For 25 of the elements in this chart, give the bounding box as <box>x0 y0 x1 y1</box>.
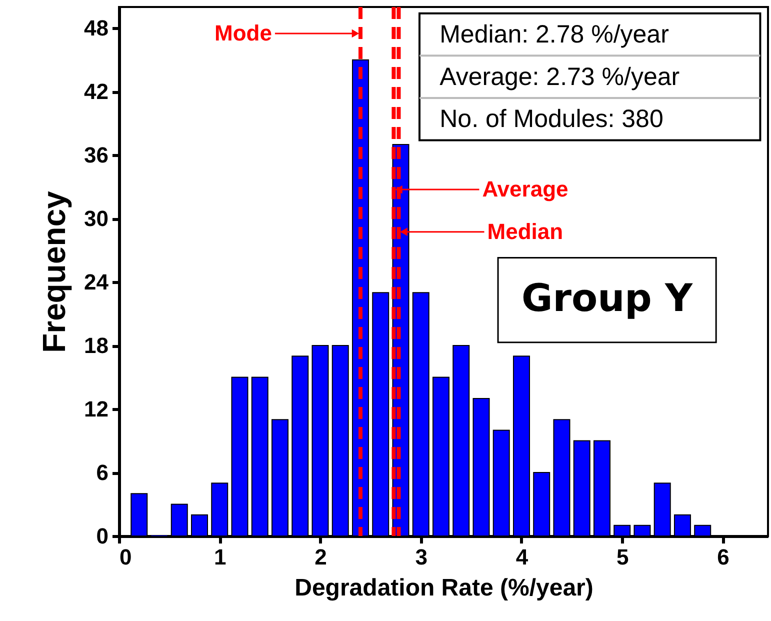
y-tick-label: 36 <box>84 142 108 168</box>
annotation: Median: 2.78 %/year <box>440 20 669 49</box>
x-tick-label: 5 <box>616 544 629 570</box>
x-tick-label: 2 <box>314 544 327 570</box>
ref-line-label: Average <box>482 176 568 202</box>
y-tick-label: 12 <box>84 396 108 422</box>
y-tick-label: 42 <box>84 79 108 104</box>
y-tick-label: 0 <box>96 524 108 548</box>
x-tick-label: 1 <box>214 544 226 570</box>
y-tick-label: 30 <box>84 206 108 232</box>
x-tick-label: 3 <box>415 544 428 570</box>
y-tick-label: 18 <box>84 333 108 358</box>
y-tick-label: 24 <box>84 270 110 295</box>
x-tick-label: 6 <box>717 544 730 570</box>
y-axis-title: Frequency <box>36 190 72 353</box>
ref-line-label: Mode <box>214 20 272 46</box>
annotation: Group Y <box>522 276 694 320</box>
annotation: Average: 2.73 %/year <box>440 62 680 91</box>
x-tick-label: 4 <box>516 544 529 570</box>
annotation: No. of Modules: 380 <box>440 105 664 134</box>
x-axis-title: Degradation Rate (%/year) <box>294 574 594 602</box>
ref-line-label: Median <box>487 218 564 244</box>
y-tick-label: 6 <box>96 460 108 486</box>
y-tick-label: 48 <box>84 16 108 41</box>
x-tick-label: 0 <box>120 544 132 570</box>
